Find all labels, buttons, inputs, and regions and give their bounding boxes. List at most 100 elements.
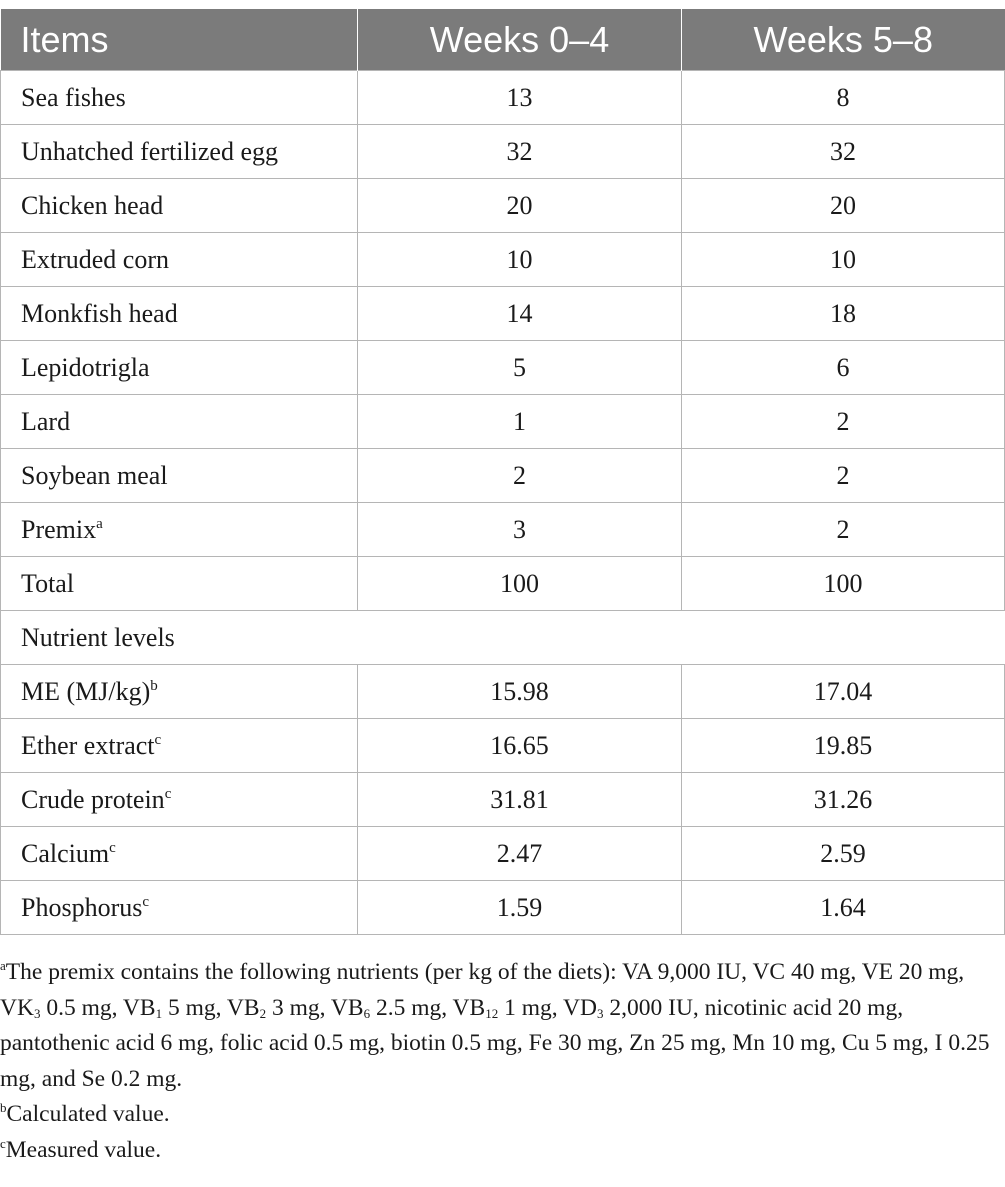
subscript: 3 (33, 1005, 41, 1021)
footnote-a-text: 5 mg, VB (162, 994, 260, 1021)
row-label: Monkfish head (0, 286, 358, 341)
row-label-text: ME (MJ/kg) (21, 676, 151, 706)
footnote-b: bCalculated value. (0, 1097, 1004, 1133)
table-row: Sea fishes 13 8 (0, 70, 1005, 125)
cell-weeks-5-8: 31.26 (681, 772, 1005, 827)
cell-weeks-0-4: 31.81 (357, 772, 682, 827)
footnote-a-text: 3 mg, VB (266, 994, 364, 1021)
table-header-row: Items Weeks 0–4 Weeks 5–8 (0, 9, 1005, 71)
cell-weeks-5-8: 8 (681, 70, 1005, 125)
cell-weeks-0-4: 15.98 (357, 664, 682, 719)
cell-weeks-0-4: 100 (357, 556, 682, 611)
row-label: Unhatched fertilized egg (0, 124, 358, 179)
cell-weeks-0-4: 20 (357, 178, 682, 233)
row-label: Ether extractc (0, 718, 358, 773)
row-label-text: Crude protein (21, 784, 165, 814)
row-label: Total (0, 556, 358, 611)
cell-weeks-5-8: 6 (681, 340, 1005, 395)
cell-weeks-0-4: 2 (357, 448, 682, 503)
footnote-c-text: Measured value. (5, 1136, 162, 1163)
footnote-marker: c (109, 839, 116, 856)
table-row: Total 100 100 (0, 556, 1005, 611)
footnote-a-text: 0.5 mg, VB (40, 994, 156, 1021)
row-label: ME (MJ/kg)b (0, 664, 358, 719)
table-row: Monkfish head 14 18 (0, 286, 1005, 341)
subscript: 3 (597, 1005, 604, 1021)
table-row: Chicken head 20 20 (0, 178, 1005, 233)
footnote-marker: c (154, 731, 162, 748)
section-label: Nutrient levels (0, 610, 1005, 665)
cell-weeks-5-8: 2 (681, 502, 1005, 557)
row-label: Chicken head (0, 178, 358, 233)
table-row: Crude proteinc 31.81 31.26 (0, 772, 1005, 827)
row-label: Calciumc (0, 826, 358, 881)
cell-weeks-5-8: 17.04 (681, 664, 1005, 719)
table-row: Extruded corn 10 10 (0, 232, 1005, 287)
cell-weeks-5-8: 2 (681, 394, 1005, 449)
footnote-a-text: 2,000 IU, nicotinic acid 20 mg, pantothe… (0, 994, 990, 1092)
footnote-b-marker: b (0, 1100, 7, 1115)
cell-weeks-0-4: 32 (357, 124, 682, 179)
footnote-a-text: 1 mg, VD (498, 994, 597, 1021)
row-label-text: Premix (21, 514, 97, 544)
table-row: Lard 1 2 (0, 394, 1005, 449)
cell-weeks-5-8: 19.85 (681, 718, 1005, 773)
cell-weeks-5-8: 32 (681, 124, 1005, 179)
table-row: Phosphorusc 1.59 1.64 (0, 880, 1005, 935)
table-row: Ether extractc 16.65 19.85 (0, 718, 1005, 773)
cell-weeks-0-4: 2.47 (357, 826, 682, 881)
cell-weeks-0-4: 5 (357, 340, 682, 395)
cell-weeks-0-4: 16.65 (357, 718, 682, 773)
section-row: Nutrient levels (0, 610, 1005, 665)
header-weeks-0-4: Weeks 0–4 (357, 9, 682, 71)
table-row: Soybean meal 2 2 (0, 448, 1005, 503)
footnote-a-text: 2.5 mg, VB (370, 994, 486, 1021)
header-weeks-5-8: Weeks 5–8 (681, 9, 1005, 71)
row-label-text: Calcium (21, 838, 110, 868)
footnote-b-text: Calculated value. (6, 1101, 170, 1127)
cell-weeks-5-8: 100 (681, 556, 1005, 611)
row-label: Premixa (0, 502, 358, 557)
row-label: Lard (0, 394, 358, 449)
footnote-marker: c (164, 785, 172, 802)
row-label: Soybean meal (0, 448, 358, 503)
subscript: 1 (155, 1005, 163, 1021)
diet-composition-table: Items Weeks 0–4 Weeks 5–8 Sea fishes 13 … (0, 9, 1005, 935)
cell-weeks-0-4: 14 (357, 286, 682, 341)
footnote-a-marker: a (0, 958, 6, 973)
row-label: Phosphorusc (0, 880, 358, 935)
row-label-text: Ether extract (21, 730, 155, 760)
footnote-marker: b (150, 677, 158, 694)
footnote-marker: a (96, 515, 103, 532)
cell-weeks-5-8: 2 (681, 448, 1005, 503)
cell-weeks-0-4: 3 (357, 502, 682, 557)
table-row: Premixa 3 2 (0, 502, 1005, 557)
row-label: Sea fishes (0, 70, 358, 125)
cell-weeks-0-4: 1.59 (357, 880, 682, 935)
row-label: Extruded corn (0, 232, 358, 287)
cell-weeks-5-8: 2.59 (681, 826, 1005, 881)
row-label: Crude proteinc (0, 772, 358, 827)
footnote-c-marker: c (0, 1135, 6, 1151)
cell-weeks-5-8: 10 (681, 232, 1005, 287)
row-label: Lepidotrigla (0, 340, 358, 395)
table-row: Unhatched fertilized egg 32 32 (0, 124, 1005, 179)
header-items: Items (0, 9, 358, 71)
subscript: 2 (259, 1005, 267, 1021)
cell-weeks-5-8: 1.64 (681, 880, 1005, 935)
footnote-a-text: The premix contains the following nutrie… (0, 959, 965, 1021)
cell-weeks-0-4: 10 (357, 232, 682, 287)
table-footnotes: aThe premix contains the following nutri… (0, 955, 1004, 1168)
cell-weeks-0-4: 1 (357, 394, 682, 449)
row-label-text: Phosphorus (21, 892, 143, 922)
cell-weeks-5-8: 20 (681, 178, 1005, 233)
table-row: Calciumc 2.47 2.59 (0, 826, 1005, 881)
footnote-a: aThe premix contains the following nutri… (0, 955, 1004, 1097)
footnote-c: cMeasured value. (0, 1133, 1004, 1169)
cell-weeks-5-8: 18 (681, 286, 1005, 341)
subscript: 6 (363, 1005, 371, 1021)
table-row: ME (MJ/kg)b 15.98 17.04 (0, 664, 1005, 719)
table-row: Lepidotrigla 5 6 (0, 340, 1005, 395)
footnote-marker: c (142, 893, 150, 910)
cell-weeks-0-4: 13 (357, 70, 682, 125)
